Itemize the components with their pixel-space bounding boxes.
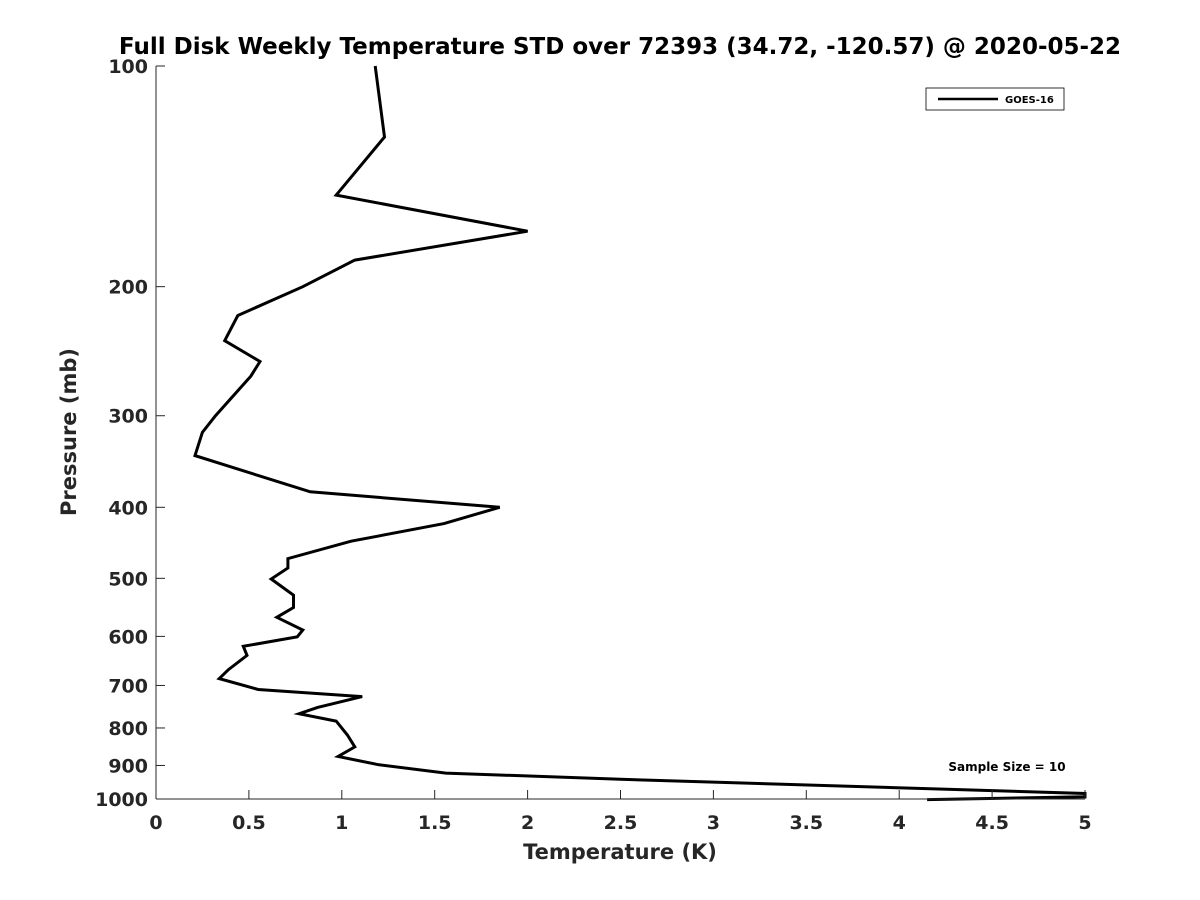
y-tick-label: 900 [108,755,148,777]
x-tick-label: 4.5 [975,812,1009,834]
plot-area [156,66,1085,799]
legend-label-goes-16: GOES-16 [1005,95,1054,106]
x-axis-ticks: 0 0.5 1 1.5 2 2.5 3 3.5 4 4.5 5 [149,790,1092,834]
y-tick-label: 1000 [95,789,148,811]
y-tick-label: 800 [108,718,148,740]
x-tick-label: 1.5 [418,812,452,834]
x-tick-label: 3 [707,812,720,834]
sample-size-annotation: Sample Size = 10 [948,760,1065,774]
y-tick-label: 100 [108,56,148,78]
x-tick-label: 1 [335,812,348,834]
data-layer [193,65,1087,802]
chart-title: Full Disk Weekly Temperature STD over 72… [119,34,1121,60]
x-tick-label: 2.5 [604,812,638,834]
y-axis-title: Pressure (mb) [57,348,81,516]
x-tick-label: 2 [521,812,534,834]
x-tick-label: 4 [893,812,906,834]
x-tick-label: 5 [1078,812,1091,834]
legend: GOES-16 [925,87,1065,111]
x-tick-label: 3.5 [789,812,823,834]
y-tick-label: 300 [108,406,148,428]
y-tick-label: 700 [108,675,148,697]
x-tick-label: 0.5 [232,812,266,834]
y-tick-label: 400 [108,497,148,519]
y-tick-label: 500 [108,568,148,590]
x-axis-title: Temperature (K) [523,840,717,864]
y-tick-label: 200 [108,277,148,299]
series-line-goes-16 [193,65,1087,802]
y-axis-ticks: 100 200 300 400 500 600 700 800 900 1000 [95,56,165,811]
x-tick-label: 0 [149,812,162,834]
y-tick-label: 600 [108,626,148,648]
